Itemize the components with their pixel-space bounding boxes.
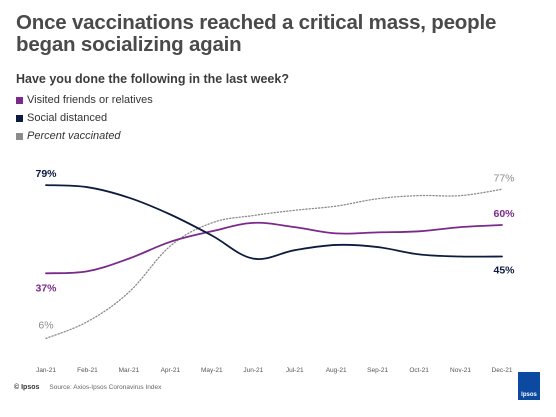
x-tick-label-jul-21: Jul-21 [286, 367, 304, 374]
chart-title: Once vaccinations reached a critical mas… [16, 11, 497, 56]
legend-swatch-vaccinated [16, 132, 23, 140]
data-label-end-visited-friends-or-relatives: 60% [493, 208, 515, 220]
data-label-start-percent-vaccinated: 6% [38, 319, 53, 331]
legend-item-visited: Visited friends or relatives [16, 94, 153, 106]
legend-label-visited: Visited friends or relatives [27, 94, 153, 106]
series-line-visited-friends-or-relatives [45, 221, 503, 275]
legend-item-vaccinated: Percent vaccinated [16, 130, 121, 142]
legend-label-vaccinated: Percent vaccinated [27, 130, 121, 142]
legend-item-distanced: Social distanced [16, 112, 107, 124]
ipsos-logo: Ipsos [518, 372, 540, 400]
data-label-end-social-distanced: 45% [493, 265, 515, 277]
data-label-start-social-distanced: 79% [35, 168, 57, 180]
legend-swatch-visited [16, 96, 23, 104]
x-tick-label-feb-21: Feb-21 [77, 367, 98, 374]
x-tick-label-oct-21: Oct-21 [409, 367, 429, 374]
data-label-start-visited-friends-or-relatives: 37% [35, 282, 57, 294]
x-tick-label-jan-21: Jan-21 [36, 367, 56, 374]
footer-brand: © Ipsos [14, 384, 40, 391]
legend-swatch-distanced [16, 114, 23, 122]
x-tick-label-aug-21: Aug-21 [326, 367, 347, 374]
chart-subtitle: Have you done the following in the last … [16, 72, 289, 86]
x-tick-label-sep-21: Sep-21 [367, 367, 388, 374]
x-tick-label-dec-21: Dec-21 [492, 367, 513, 374]
x-tick-label-nov-21: Nov-21 [450, 367, 471, 374]
legend-label-distanced: Social distanced [27, 112, 108, 124]
series-line-percent-vaccinated [45, 188, 503, 340]
data-label-end-percent-vaccinated: 77% [493, 172, 514, 184]
x-tick-label-apr-21: Apr-21 [161, 367, 181, 374]
x-tick-label-may-21: May-21 [201, 367, 223, 374]
footer-source: Source: Axios-Ipsos Coronavirus Index [49, 384, 162, 391]
x-tick-label-jun-21: Jun-21 [243, 367, 263, 374]
logo-text: Ipsos [521, 392, 537, 398]
series-line-social-distanced [45, 184, 503, 260]
x-tick-label-mar-21: Mar-21 [119, 367, 140, 374]
footer: © Ipsos Source: Axios-Ipsos Coronavirus … [14, 384, 161, 391]
